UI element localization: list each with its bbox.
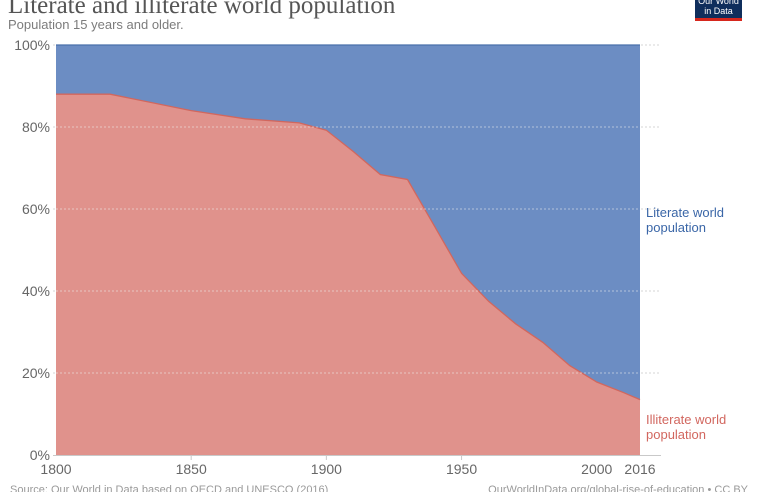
y-tick-label: 0% bbox=[29, 447, 50, 463]
x-tick-label: 1950 bbox=[445, 461, 478, 477]
y-tick-label: 100% bbox=[14, 37, 50, 53]
literate-area[interactable] bbox=[56, 45, 640, 400]
illiterate-series-label: Illiterate world population bbox=[646, 412, 727, 442]
x-tick-label: 1900 bbox=[310, 461, 342, 477]
chart-subtitle: Population 15 years and older. bbox=[8, 17, 184, 32]
x-tick-label: 1850 bbox=[175, 461, 207, 477]
license-url: OurWorldInData.org/global-rise-of-educat… bbox=[488, 484, 748, 492]
y-tick-label: 40% bbox=[21, 283, 50, 299]
x-tick-label: 1800 bbox=[40, 461, 72, 477]
x-tick-label: 2000 bbox=[581, 461, 613, 477]
owid-logo: Our World in Data bbox=[695, 0, 742, 21]
owid-logo-line1: Our World bbox=[698, 0, 739, 6]
illiterate-area[interactable] bbox=[56, 94, 640, 455]
owid-logo-line2: in Data bbox=[704, 6, 733, 16]
y-tick-label: 60% bbox=[21, 201, 50, 217]
literate-series-label: Literate world population bbox=[646, 205, 725, 235]
y-tick-label: 80% bbox=[21, 119, 50, 135]
source-citation: Source: Our World in Data based on OECD … bbox=[10, 484, 329, 492]
y-tick-label: 20% bbox=[21, 365, 50, 381]
x-tick-label: 2016 bbox=[624, 461, 656, 477]
chart-title: Literate and illiterate world population bbox=[8, 0, 396, 19]
